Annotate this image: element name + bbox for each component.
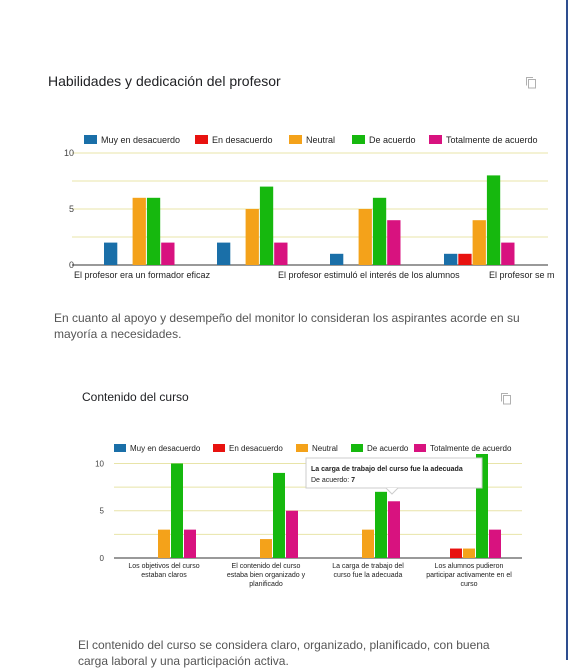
bar	[489, 529, 501, 558]
bar	[158, 529, 170, 558]
bar	[259, 186, 274, 265]
paragraph-line: El contenido del curso se considera clar…	[78, 638, 490, 652]
bar	[501, 242, 515, 265]
legend-label: De acuerdo	[369, 135, 416, 145]
y-tick-label: 5	[100, 507, 105, 516]
chart-teacher-skills: Muy en desacuerdo En desacuerdo Neutral De …	[64, 135, 555, 280]
legend-swatch	[213, 444, 225, 452]
legend-label: De acuerdo	[367, 444, 409, 453]
bar	[146, 197, 161, 265]
legend-label: Neutral	[306, 135, 335, 145]
paragraph-line: En cuanto al apoyo y desempeño del monit…	[54, 311, 520, 325]
x-category-label: El profesor era un formador eficaz	[74, 270, 211, 280]
bar	[274, 242, 288, 265]
bar	[372, 197, 387, 265]
legend-swatch	[195, 135, 208, 144]
tooltip-pointer	[385, 487, 399, 495]
x-category-label: El profesor se m	[489, 270, 555, 280]
legend-swatch	[114, 444, 126, 452]
chart-tooltip: La carga de trabajo del curso fue la ade…	[305, 457, 483, 495]
bar	[375, 491, 387, 558]
legend-label: Muy en desacuerdo	[101, 135, 180, 145]
bar	[104, 242, 118, 265]
page-right-border	[566, 0, 568, 660]
y-tick-label: 0	[100, 554, 105, 563]
bar	[161, 242, 175, 265]
tooltip-box	[305, 457, 483, 489]
legend-label: Neutral	[312, 444, 338, 453]
y-tick-label: 0	[69, 260, 74, 270]
bar	[273, 472, 285, 558]
x-category-label: El contenido del curso estaba bien organi…	[227, 563, 306, 588]
section-title: Habilidades y dedicación del profesor	[48, 73, 281, 89]
x-category-label: La carga de trabajo del curso fue la adec…	[332, 563, 404, 579]
legend-label: Totalmente de acuerdo	[446, 135, 538, 145]
y-tick-label: 5	[69, 204, 74, 214]
section-paragraph: El contenido del curso se considera clar…	[78, 637, 490, 669]
legend-swatch	[352, 135, 365, 144]
section-title: Contenido del curso	[82, 390, 189, 404]
bar	[330, 253, 344, 265]
legend-swatch	[429, 135, 442, 144]
bar	[472, 220, 486, 265]
bar	[260, 539, 272, 558]
paragraph-line: carga laboral y una participación activa…	[78, 654, 289, 668]
tooltip-value: De acuerdo: 7	[311, 477, 355, 484]
tooltip-title: La carga de trabajo del curso fue la ade…	[311, 466, 463, 473]
legend-label: En desacuerdo	[229, 444, 283, 453]
bar	[245, 209, 259, 265]
bar	[286, 510, 298, 558]
copy-icon[interactable]	[525, 76, 537, 89]
legend-label: Totalmente de acuerdo	[430, 444, 512, 453]
legend-swatch	[289, 135, 302, 144]
bar	[217, 242, 231, 265]
bar	[463, 548, 475, 558]
legend-swatch	[414, 444, 426, 452]
x-category-label: Los alumnos pudieron participar activamen…	[426, 563, 512, 588]
bar	[444, 253, 458, 265]
chart-course-content: Muy en desacuerdo En desacuerdo Neutral De …	[95, 444, 522, 588]
legend-swatch	[296, 444, 308, 452]
section-paragraph: En cuanto al apoyo y desempeño del monit…	[54, 310, 520, 342]
copy-icon[interactable]	[500, 392, 512, 405]
y-tick-label: 10	[64, 148, 74, 158]
bar	[362, 529, 374, 558]
legend-label: Muy en desacuerdo	[130, 444, 201, 453]
legend-label: En desacuerdo	[212, 135, 273, 145]
bar	[458, 253, 472, 265]
x-category-label: Los objetivos del curso estaban claros	[128, 563, 199, 579]
bar	[450, 548, 462, 558]
legend-swatch	[351, 444, 363, 452]
bar	[387, 220, 401, 265]
y-tick-label: 10	[95, 459, 104, 468]
bar	[171, 463, 183, 558]
bar	[132, 197, 146, 265]
paragraph-line: mayoría a necesidades.	[54, 327, 182, 341]
legend-swatch	[84, 135, 97, 144]
bar	[388, 501, 400, 558]
bar	[486, 175, 501, 265]
x-category-label: El profesor estimuló el interés de los a…	[278, 270, 460, 280]
bar	[358, 209, 372, 265]
bar	[184, 529, 196, 558]
